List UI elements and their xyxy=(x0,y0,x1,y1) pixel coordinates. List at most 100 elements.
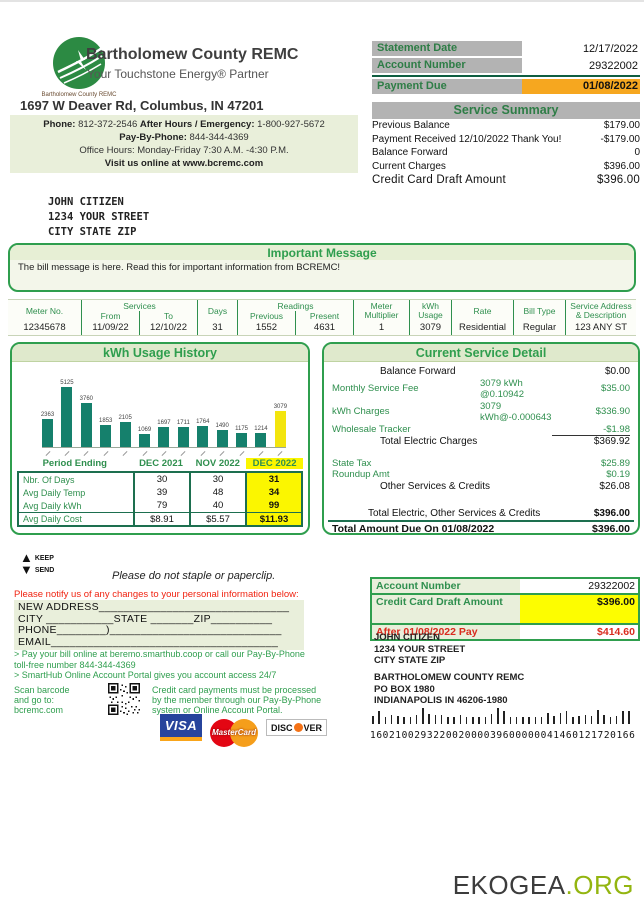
service-detail-amount: $35.00 xyxy=(600,383,630,395)
bar-slot: 2105 xyxy=(118,415,132,447)
remit-recipient-address: JOHN CITIZEN 1234 YOUR STREET CITY STATE Z… xyxy=(374,632,465,667)
bar-value-label: 1214 xyxy=(254,426,268,432)
service-detail-label: Total Amount Due On 01/08/2022 xyxy=(332,522,495,535)
visa-logo: VISA xyxy=(160,714,202,741)
bar xyxy=(80,403,92,447)
bar-slot: 1214 xyxy=(254,426,268,447)
pay-instruction-line: toll-free number 844-344-4369 xyxy=(14,659,136,670)
arrow-up-icon: ▲ xyxy=(20,550,33,565)
summary-row-value: -$179.00 xyxy=(600,133,640,145)
service-detail-rate: 3079 kWh @0.10942 xyxy=(480,377,524,401)
bar-value-label: 1711 xyxy=(176,420,190,426)
mailing-address-line: CITY STATE ZIP xyxy=(48,226,137,238)
summary-row-label: Payment Received 12/10/2022 Thank You! xyxy=(372,133,562,145)
meter-column-header: To xyxy=(164,311,173,321)
service-detail-label: Monthly Service Fee xyxy=(332,383,419,395)
usage-row-value: 48 xyxy=(188,486,245,499)
bar xyxy=(119,422,131,447)
x-tick xyxy=(197,451,208,456)
bar xyxy=(100,425,112,447)
service-detail-row: Other Services & Credits $26.08 xyxy=(328,481,634,493)
company-title: Bartholomew County REMC xyxy=(86,46,299,63)
service-detail-rows: Balance Forward $0.00 Monthly Service Fee 3… xyxy=(328,366,634,533)
service-detail-amount: $0.19 xyxy=(606,469,630,480)
bar-slot: 1711 xyxy=(176,420,190,447)
meter-column: Rate Residential xyxy=(452,300,514,335)
usage-row-label: Avg Daily Cost xyxy=(23,514,82,524)
keep-send-marker: ▲ KEEP ▼ SEND xyxy=(20,550,54,576)
meter-column-header: Rate xyxy=(473,305,492,316)
summary-row: Previous Balance $179.00 xyxy=(372,119,640,133)
form-line: CITY ___________STATE _______ZIP________… xyxy=(18,612,273,625)
service-detail-title: Current Service Detail xyxy=(324,344,638,362)
meter-column: kWh Usage 3079 xyxy=(410,300,452,335)
bar xyxy=(255,433,267,447)
x-tick xyxy=(255,451,266,456)
usage-bar-chart: 2363 5125 3760 1853 2105 1069 1697 1711 1764 1490… xyxy=(41,366,288,456)
card-logos: VISA MasterCard DISC VER xyxy=(160,714,328,749)
form-line: NEW ADDRESS_____________________________… xyxy=(18,601,290,613)
service-detail-row: Wholesale Tracker -$1.98 xyxy=(328,424,634,436)
remit-account-row: Account Number 29322002 xyxy=(372,579,638,595)
usage-header-cell: NOV 2022 xyxy=(195,458,240,469)
barcode-bar xyxy=(384,717,387,724)
meter-column-value: 31 xyxy=(212,322,223,333)
barcode-bar xyxy=(534,717,537,724)
barcode-bar xyxy=(584,715,587,724)
mailing-address-line: JOHN CITIZEN xyxy=(48,196,124,208)
barcode-bar xyxy=(597,710,599,724)
discover-o-icon xyxy=(293,723,303,732)
meter-column-value: Regular xyxy=(522,322,557,333)
barcode-bar xyxy=(565,711,568,724)
usage-row-label: Avg Daily Temp xyxy=(23,487,86,498)
service-summary-title: Service Summary xyxy=(372,102,640,119)
service-detail-row: Roundup Amt $0.19 xyxy=(328,469,634,481)
barcode-bar xyxy=(540,717,543,724)
meter-column: Days 31 xyxy=(198,300,238,335)
x-axis-ticks xyxy=(42,451,286,456)
bar xyxy=(42,419,53,447)
service-detail-row: State Tax $25.89 xyxy=(328,458,634,470)
important-message-box: Important Message The bill message is he… xyxy=(8,243,636,292)
summary-row-label: Previous Balance xyxy=(372,120,450,131)
remit-after-label: After 01/08/2022 Pay xyxy=(372,625,520,639)
service-detail-row: Total Electric, Other Services & Credits… xyxy=(328,508,634,520)
barcode-bar xyxy=(497,708,499,724)
important-message-body: The bill message is here. Read this for … xyxy=(18,262,341,273)
usage-row: Avg Daily Temp 39 48 34 xyxy=(19,486,301,499)
barcode-bar xyxy=(397,716,399,724)
usage-header-cell: DEC 2022 xyxy=(246,458,303,469)
bar-slot: 1853 xyxy=(99,418,112,447)
statement-date-value: 12/17/2022 xyxy=(582,42,638,55)
credit-card-note: Credit card payments must be processed by… xyxy=(152,685,321,715)
pay-instruction-line: > Pay your bill online at beremo.smarthu… xyxy=(14,649,305,659)
usage-row: Nbr. Of Days 30 30 31 xyxy=(19,473,301,486)
meter-column-value: Residential xyxy=(459,322,506,333)
service-detail-label: State Tax xyxy=(332,457,372,469)
company-address-line: PO BOX 1980 xyxy=(374,683,435,695)
meter-column-header: Present xyxy=(309,311,340,321)
barcode-bar xyxy=(390,715,393,724)
bar-value-label: 3079 xyxy=(273,404,288,410)
discover-logo: DISC VER xyxy=(266,719,328,736)
meter-subcolumn: Present 4631 xyxy=(295,311,353,335)
mailing-address-block: JOHN CITIZEN 1234 YOUR STREET CITY STATE Z… xyxy=(48,195,149,240)
meter-subcolumns: Previous 1552 Present 4631 xyxy=(238,311,353,335)
postal-barcode xyxy=(372,706,630,724)
service-detail-row: Total Electric Charges $369.92 xyxy=(328,436,634,448)
service-detail-label: Other Services & Credits xyxy=(380,480,491,492)
bar-slot: 1764 xyxy=(196,419,209,447)
meter-column-header: Days xyxy=(207,305,228,316)
barcode-bar xyxy=(465,717,468,724)
barcode-bar xyxy=(372,716,374,724)
bar-slot: 5125 xyxy=(60,380,74,447)
x-tick xyxy=(120,451,131,456)
bar-slot: 1490 xyxy=(215,423,229,447)
usage-row-label: Nbr. Of Days xyxy=(23,474,75,485)
x-tick xyxy=(178,451,189,456)
account-number-row: Account Number 29322002 xyxy=(372,57,640,74)
summary-row: Balance Forward 0 xyxy=(372,146,640,160)
barcode-bar xyxy=(503,711,505,724)
statement-date-row: Statement Date 12/17/2022 xyxy=(372,40,640,57)
usage-row-value: 30 xyxy=(132,473,189,486)
